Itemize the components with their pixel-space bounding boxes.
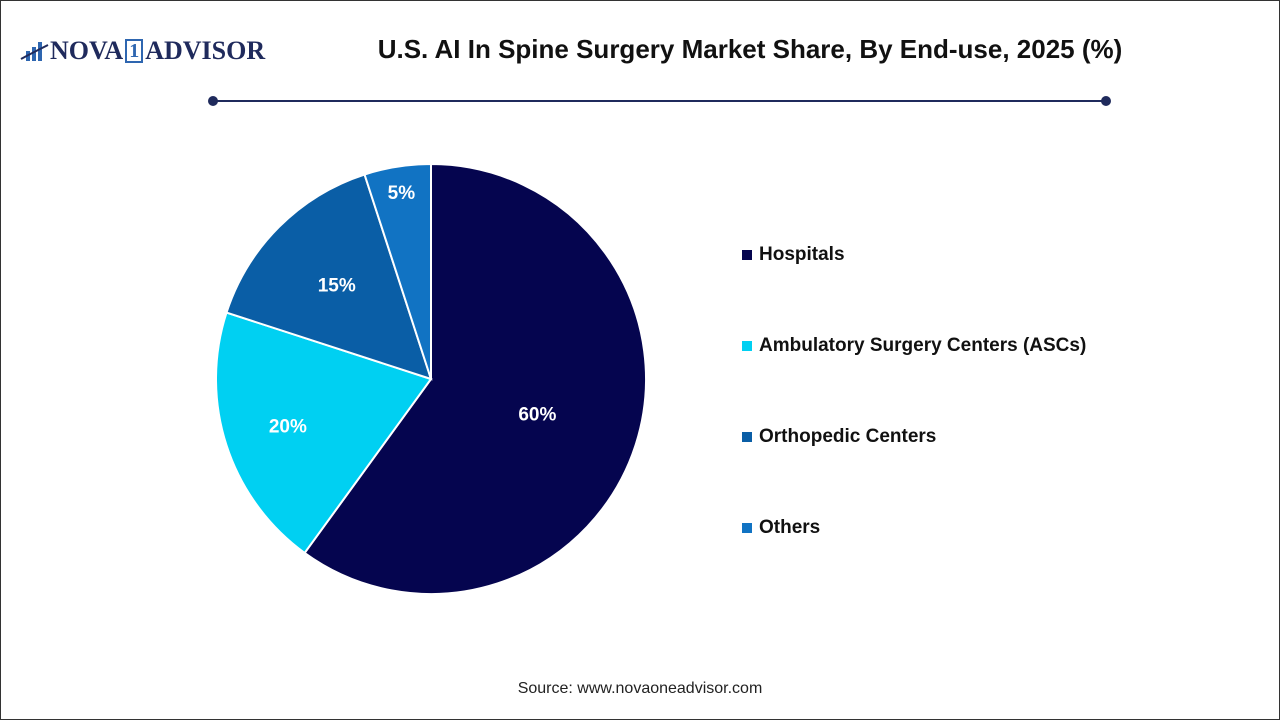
- legend-swatch: [742, 432, 752, 442]
- pie-slice-ambulatory-surgery-centers-ascs: [215, 311, 433, 555]
- legend-swatch: [742, 341, 752, 351]
- pie-slice-orthopedic-centers: [225, 173, 433, 381]
- divider-dot-right: [1101, 96, 1111, 106]
- chart-title: U.S. AI In Spine Surgery Market Share, B…: [377, 34, 1123, 64]
- logo-text-one: 1: [125, 39, 144, 63]
- data-label: 60%: [518, 405, 556, 426]
- pie-slice-hospitals: [303, 162, 647, 595]
- legend-swatch: [742, 250, 752, 260]
- data-label: 5%: [388, 183, 416, 204]
- legend-item-others: Others: [742, 516, 1086, 540]
- legend-label: Hospitals: [759, 244, 845, 265]
- logo-text-nova: NOVA: [50, 36, 124, 65]
- legend-swatch: [742, 523, 752, 533]
- legend-item-orthopedic-centers: Orthopedic Centers: [742, 425, 1086, 449]
- data-label: 15%: [318, 276, 356, 297]
- title-divider: [213, 100, 1106, 102]
- legend-item-hospitals: Hospitals: [742, 243, 1086, 267]
- legend-label: Orthopedic Centers: [759, 426, 937, 447]
- pie-slice-others: [363, 162, 432, 380]
- legend-item-ascs: Ambulatory Surgery Centers (ASCs): [742, 334, 1086, 358]
- divider-dot-left: [208, 96, 218, 106]
- bar-chart-logo-icon: [20, 42, 49, 61]
- legend-label: Ambulatory Surgery Centers (ASCs): [759, 335, 1087, 356]
- data-label: 20%: [269, 417, 307, 438]
- source-note: Source: www.novaoneadvisor.com: [517, 680, 763, 697]
- legend: Hospitals Ambulatory Surgery Centers (AS…: [742, 243, 1086, 607]
- logo: NOVA 1 ADVISOR: [20, 36, 265, 66]
- legend-label: Others: [759, 517, 821, 538]
- logo-text-advisor: ADVISOR: [145, 36, 266, 65]
